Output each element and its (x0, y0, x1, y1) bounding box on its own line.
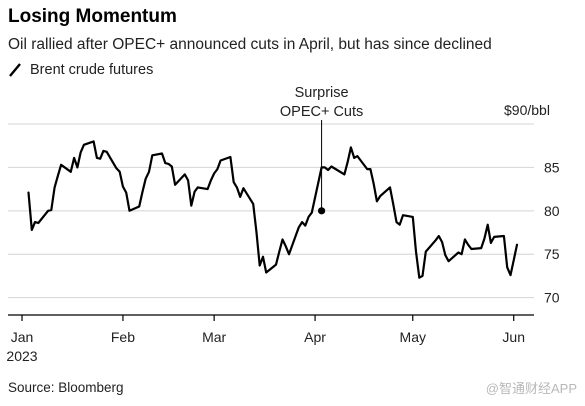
x-year-label: 2023 (6, 348, 37, 364)
y-tick-label-75: 75 (544, 246, 560, 262)
annotation-label-line-0: Surprise (295, 85, 349, 101)
series-line-0 (27, 140, 519, 279)
x-tick-label-jan: Jan (11, 329, 34, 345)
source-note: Source: Bloomberg (8, 380, 124, 395)
annotation-marker-0 (317, 207, 326, 215)
legend-label: Brent crude futures (30, 62, 154, 78)
y-tick-label-80: 80 (544, 203, 560, 219)
annotation-label-line-1: OPEC+ Cuts (280, 104, 363, 120)
chart-subtitle: Oil rallied after OPEC+ announced cuts i… (8, 36, 492, 53)
x-tick-label-feb: Feb (111, 329, 135, 345)
chart-legend: Brent crude futures (8, 62, 153, 78)
x-tick-label-jun: Jun (502, 329, 525, 345)
y-tick-label-70: 70 (544, 290, 560, 306)
x-tick-label-apr: Apr (304, 329, 326, 345)
watermark: @智通财经APP (485, 381, 577, 396)
y-unit-label: $90/bbl (504, 102, 550, 118)
y-tick-label-85: 85 (544, 159, 560, 175)
legend-swatch-icon (9, 63, 21, 77)
chart-title: Losing Momentum (8, 6, 177, 27)
x-tick-label-mar: Mar (202, 329, 226, 345)
x-tick-label-may: May (400, 329, 426, 345)
